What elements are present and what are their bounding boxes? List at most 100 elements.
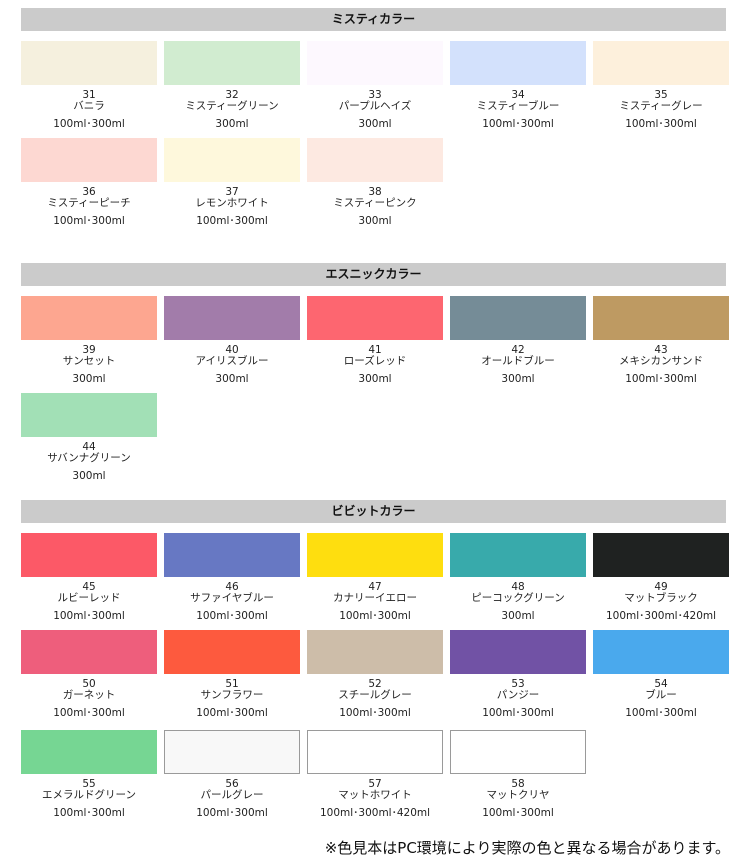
color-sizes: 100ml･300ml [196,807,268,819]
color-swatch [307,41,443,85]
color-sizes: 100ml･300ml･420ml [605,610,717,622]
color-swatch [307,296,443,340]
color-sizes: 100ml･300ml [53,118,125,130]
color-swatch [307,138,443,182]
color-swatch [21,730,157,774]
color-number: 41 [368,344,382,356]
color-swatch [21,296,157,340]
color-section: ビビットカラー 45 ルビーレッド 100ml･300ml 46 サファイヤブルー 100m… [21,500,729,827]
color-name: ミスティーグリーン [185,100,279,112]
color-sizes: 300ml [358,118,392,130]
color-sizes: 100ml･300ml [196,707,268,719]
color-item: 46 サファイヤブルー 100ml･300ml [164,533,300,630]
color-item: 36 ミスティーピーチ 100ml･300ml [21,138,157,235]
section-header: エスニックカラー [21,263,726,286]
color-number: 34 [511,89,525,101]
color-name: マットブラック [624,592,698,604]
color-number: 48 [511,581,525,593]
color-name: エメラルドグリーン [42,789,136,801]
color-sizes: 100ml･300ml [625,373,697,385]
color-item: 35 ミスティーグレー 100ml･300ml [593,41,729,138]
color-item: 55 エメラルドグリーン 100ml･300ml [21,730,157,827]
color-section: ミスティカラー 31 バニラ 100ml･300ml 32 ミスティーグリーン 300ml 3… [21,8,729,235]
color-swatch [593,533,729,577]
color-item: 50 ガーネット 100ml･300ml [21,630,157,730]
color-name: パンジー [496,689,540,701]
color-number: 31 [82,89,96,101]
color-swatch [450,630,586,674]
color-number: 39 [82,344,96,356]
color-sizes: 300ml [501,610,535,622]
color-item: 33 パープルヘイズ 300ml [307,41,443,138]
color-sizes: 100ml･300ml [196,610,268,622]
color-number: 58 [511,778,525,790]
color-swatch [21,41,157,85]
color-name: パールグレー [200,789,264,801]
color-item: 31 バニラ 100ml･300ml [21,41,157,138]
color-name: バニラ [73,100,105,112]
color-name: サンセット [62,355,116,367]
color-sizes: 300ml [215,373,249,385]
color-swatch [593,41,729,85]
color-name: ブルー [645,689,677,701]
color-number: 49 [654,581,668,593]
color-swatch [164,533,300,577]
color-item: 47 カナリーイエロー 100ml･300ml [307,533,443,630]
color-item: 42 オールドブルー 300ml [450,296,586,393]
color-swatch [21,533,157,577]
color-name: ミスティーピーチ [47,197,131,209]
color-item: 54 ブルー 100ml･300ml [593,630,729,730]
color-name: カナリーイエロー [333,592,417,604]
color-sizes: 100ml･300ml･420ml [319,807,431,819]
color-item: 57 マットホワイト 100ml･300ml･420ml [307,730,443,827]
color-name: ルビーレッド [57,592,121,604]
color-sizes: 100ml･300ml [482,707,554,719]
color-number: 32 [225,89,239,101]
color-item: 39 サンセット 300ml [21,296,157,393]
color-swatch [450,533,586,577]
color-number: 43 [654,344,668,356]
color-item: 49 マットブラック 100ml･300ml･420ml [593,533,729,630]
color-item: 41 ローズレッド 300ml [307,296,443,393]
color-number: 33 [368,89,382,101]
color-swatch [21,138,157,182]
color-item: 37 レモンホワイト 100ml･300ml [164,138,300,235]
color-number: 40 [225,344,239,356]
color-name: ピーコックグリーン [471,592,565,604]
color-sizes: 300ml [501,373,535,385]
color-swatch [307,533,443,577]
color-number: 38 [368,186,382,198]
color-number: 46 [225,581,239,593]
color-disclaimer-note: ※色見本はPC環境により実際の色と異なる場合があります。 [324,839,730,857]
color-swatch [450,41,586,85]
color-number: 42 [511,344,525,356]
color-name: ミスティーブルー [476,100,560,112]
color-sizes: 300ml [72,470,106,482]
color-sizes: 100ml･300ml [339,707,411,719]
swatch-grid: 31 バニラ 100ml･300ml 32 ミスティーグリーン 300ml 33 パープルヘイ… [21,41,729,235]
color-number: 51 [225,678,239,690]
color-item: 43 メキシカンサンド 100ml･300ml [593,296,729,393]
color-item: 52 スチールグレー 100ml･300ml [307,630,443,730]
color-swatch [164,630,300,674]
color-name: パープルヘイズ [338,100,412,112]
color-number: 47 [368,581,382,593]
color-swatch [21,393,157,437]
color-number: 54 [654,678,668,690]
color-number: 37 [225,186,239,198]
color-swatch [164,730,300,774]
color-item: 38 ミスティーピンク 300ml [307,138,443,235]
color-sizes: 100ml･300ml [482,807,554,819]
color-item: 34 ミスティーブルー 100ml･300ml [450,41,586,138]
color-sizes: 100ml･300ml [53,215,125,227]
color-swatch [593,630,729,674]
color-sizes: 300ml [358,373,392,385]
color-sizes: 100ml･300ml [196,215,268,227]
color-name: ガーネット [62,689,116,701]
color-name: ローズレッド [343,355,407,367]
color-name: ミスティーグレー [619,100,703,112]
color-name: メキシカンサンド [619,355,703,367]
section-header: ミスティカラー [21,8,726,31]
color-sizes: 300ml [215,118,249,130]
color-number: 36 [82,186,96,198]
